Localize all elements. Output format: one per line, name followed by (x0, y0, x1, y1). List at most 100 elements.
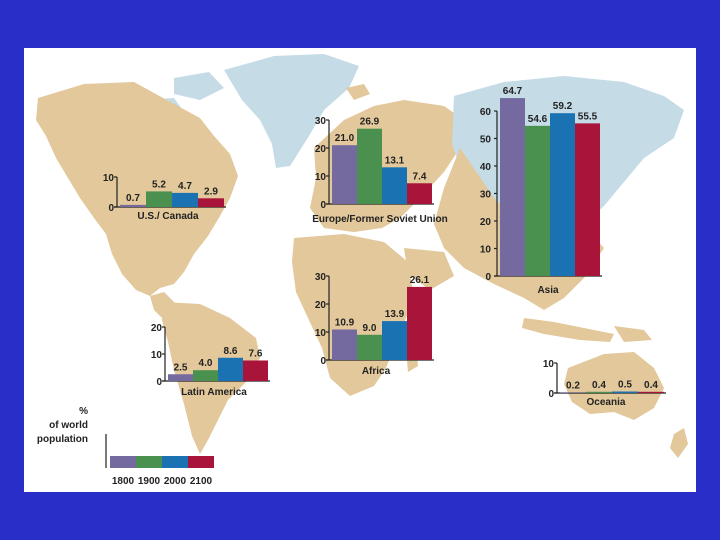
asia-bar-1800 (500, 98, 525, 276)
legend-year-2100: 2100 (190, 476, 213, 487)
africa-tick-label: 30 (315, 272, 327, 283)
latin-america-value-label: 2.5 (174, 362, 188, 373)
oceania-bar-2100 (638, 391, 664, 393)
asia-tick-label: 20 (480, 217, 492, 228)
asia-value-label: 59.2 (553, 101, 573, 112)
europe-former-soviet-union-tick-label: 20 (315, 144, 327, 155)
australia-shape (564, 352, 664, 420)
oceania-tick-label: 10 (543, 359, 555, 370)
europe-former-soviet-union-value-label: 21.0 (335, 133, 355, 144)
chart-u-s-canada: 0 10 0.7 5.2 4.7 2.9 U.S./ Canada (103, 173, 226, 222)
latin-america-bar-1900 (193, 370, 218, 381)
asia-tick-label: 40 (480, 162, 492, 173)
u-s-canada-bar-1800 (120, 204, 146, 207)
legend-label-line: of world (49, 420, 88, 431)
legend-year-1900: 1900 (138, 476, 161, 487)
charts-layer: 0 10 0.7 5.2 4.7 2.9 U.S./ Canada 0 10 20 30 21.0 26… (103, 86, 666, 408)
legend-swatch-1800 (110, 456, 136, 468)
oceania-bar-1800 (560, 392, 586, 393)
legend-swatch-2100 (188, 456, 214, 468)
u-s-canada-value-label: 2.9 (204, 186, 218, 197)
africa-bar-2000 (382, 321, 407, 360)
chart-asia: 0 10 20 30 40 50 60 64.7 54.6 59.2 55.5 Asia (480, 86, 602, 296)
asia-tick-label: 60 (480, 107, 492, 118)
indonesia-shape (522, 318, 614, 342)
asia-tick-label: 50 (480, 135, 492, 146)
north-america-shape (36, 82, 238, 296)
u-s-canada-bar-2100 (198, 198, 224, 207)
asia-value-label: 55.5 (578, 111, 598, 122)
europe-former-soviet-union-bar-1900 (357, 128, 382, 204)
asia-bar-2100 (575, 123, 600, 276)
latin-america-title: Latin America (181, 387, 247, 398)
latin-america-bar-1800 (168, 374, 193, 381)
asia-bar-2000 (550, 113, 575, 276)
latin-america-value-label: 7.6 (249, 348, 263, 359)
u-s-canada-tick-label: 0 (108, 203, 114, 214)
asia-tick-label: 10 (480, 245, 492, 256)
oceania-title: Oceania (587, 397, 626, 408)
africa-tick-label: 10 (315, 328, 327, 339)
oceania-value-label: 0.5 (618, 380, 632, 391)
arabian-peninsula-shape (404, 248, 454, 290)
new-zealand-shape (670, 428, 688, 458)
asia-bar-1900 (525, 125, 550, 276)
europe-former-soviet-union-value-label: 7.4 (413, 171, 427, 182)
oceania-tick-label: 0 (548, 389, 554, 400)
africa-title: Africa (362, 366, 391, 377)
slide-panel: 0 10 0.7 5.2 4.7 2.9 U.S./ Canada 0 10 20 30 21.0 26… (24, 48, 696, 492)
latin-america-bar-2100 (243, 360, 268, 381)
europe-former-soviet-union-bar-2000 (382, 167, 407, 204)
u-s-canada-value-label: 5.2 (152, 179, 166, 190)
africa-bar-1900 (357, 334, 382, 360)
oceania-value-label: 0.4 (592, 380, 606, 391)
legend-year-1800: 1800 (112, 476, 135, 487)
chart-oceania: 0 10 0.2 0.4 0.5 0.4 Oceania (543, 359, 666, 408)
latin-america-tick-label: 0 (156, 377, 162, 388)
u-s-canada-bar-1900 (146, 191, 172, 207)
legend: % of world population 1800 1900 2000 2100 (37, 406, 214, 487)
legend-label-line: population (37, 434, 88, 445)
africa-bar-2100 (407, 286, 432, 360)
asia-tick-label: 30 (480, 190, 492, 201)
chart-latin-america: 0 10 20 2.5 4.0 8.6 7.6 Latin America (151, 323, 270, 398)
u-s-canada-bar-2000 (172, 192, 198, 207)
legend-year-2000: 2000 (164, 476, 187, 487)
world-map-chart: 0 10 0.7 5.2 4.7 2.9 U.S./ Canada 0 10 20 30 21.0 26… (36, 54, 688, 487)
europe-former-soviet-union-tick-label: 0 (320, 200, 326, 211)
latin-america-tick-label: 10 (151, 350, 163, 361)
oceania-value-label: 0.4 (644, 380, 658, 391)
oceania-bar-1900 (586, 391, 612, 393)
new-guinea-shape (614, 326, 652, 342)
asia-tick-label: 0 (485, 272, 491, 283)
europe-former-soviet-union-value-label: 13.1 (385, 155, 405, 166)
asia-value-label: 54.6 (528, 114, 548, 125)
greenland-shape (224, 54, 359, 168)
iceland-shape (346, 84, 370, 100)
u-s-canada-value-label: 0.7 (126, 193, 140, 204)
africa-tick-label: 0 (320, 356, 326, 367)
u-s-canada-value-label: 4.7 (178, 181, 192, 192)
europe-former-soviet-union-bar-2100 (407, 183, 432, 204)
africa-value-label: 13.9 (385, 309, 405, 320)
europe-former-soviet-union-tick-label: 10 (315, 172, 327, 183)
oceania-value-label: 0.2 (566, 380, 580, 391)
latin-america-value-label: 8.6 (224, 346, 238, 357)
europe-former-soviet-union-title: Europe/Former Soviet Union (312, 214, 448, 225)
latin-america-bar-2000 (218, 357, 243, 381)
africa-value-label: 26.1 (410, 275, 430, 286)
asia-title: Asia (537, 285, 559, 296)
europe-former-soviet-union-value-label: 26.9 (360, 117, 380, 128)
chart-europe-former-soviet-union: 0 10 20 30 21.0 26.9 13.1 7.4 Europe/Former Sovi… (312, 116, 448, 225)
legend-swatch-1900 (136, 456, 162, 468)
legend-label-line: % (79, 406, 88, 417)
africa-bar-1800 (332, 329, 357, 360)
u-s-canada-title: U.S./ Canada (137, 211, 199, 222)
latin-america-tick-label: 20 (151, 323, 163, 334)
u-s-canada-tick-label: 10 (103, 173, 115, 184)
asia-value-label: 64.7 (503, 86, 523, 97)
chart-africa: 0 10 20 30 10.9 9.0 13.9 26.1 Africa (315, 272, 434, 377)
europe-former-soviet-union-bar-1800 (332, 145, 357, 204)
africa-value-label: 9.0 (363, 323, 377, 334)
africa-tick-label: 20 (315, 300, 327, 311)
